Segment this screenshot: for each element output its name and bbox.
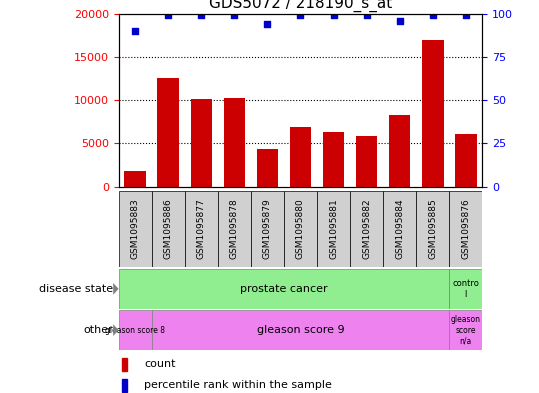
Text: gleason score 9: gleason score 9 xyxy=(257,325,344,335)
Bar xyxy=(119,310,151,350)
Text: GSM1095881: GSM1095881 xyxy=(329,198,338,259)
Bar xyxy=(224,99,245,187)
Point xyxy=(396,18,404,24)
Bar xyxy=(389,115,411,187)
Text: gleason score 8: gleason score 8 xyxy=(105,326,165,334)
Bar xyxy=(383,191,416,267)
Bar xyxy=(323,132,344,187)
Point xyxy=(131,28,140,34)
Point xyxy=(164,12,172,18)
Bar xyxy=(356,136,377,187)
Bar xyxy=(151,310,450,350)
Point xyxy=(197,12,205,18)
Text: prostate cancer: prostate cancer xyxy=(240,284,328,294)
Text: other: other xyxy=(84,325,113,335)
Text: GSM1095876: GSM1095876 xyxy=(461,198,471,259)
Title: GDS5072 / 218190_s_at: GDS5072 / 218190_s_at xyxy=(209,0,392,13)
Bar xyxy=(450,269,482,309)
Text: count: count xyxy=(144,359,176,369)
Bar xyxy=(119,191,151,267)
Bar xyxy=(122,379,127,391)
Point xyxy=(263,21,272,27)
Bar xyxy=(190,99,212,187)
Text: percentile rank within the sample: percentile rank within the sample xyxy=(144,380,332,390)
Bar xyxy=(450,310,482,350)
Point xyxy=(429,12,437,18)
Bar xyxy=(317,191,350,267)
Point xyxy=(329,12,338,18)
Bar xyxy=(251,191,284,267)
Text: GSM1095878: GSM1095878 xyxy=(230,198,239,259)
Text: GSM1095886: GSM1095886 xyxy=(164,198,172,259)
Bar xyxy=(450,191,482,267)
Bar xyxy=(350,191,383,267)
Text: GSM1095877: GSM1095877 xyxy=(197,198,206,259)
Point xyxy=(296,12,305,18)
Bar xyxy=(218,191,251,267)
Bar xyxy=(416,191,450,267)
Bar xyxy=(185,191,218,267)
Point xyxy=(362,12,371,18)
Text: GSM1095879: GSM1095879 xyxy=(263,198,272,259)
Text: contro
l: contro l xyxy=(452,279,479,299)
Bar xyxy=(290,127,311,187)
Bar xyxy=(157,78,179,187)
Text: gleason
score
n/a: gleason score n/a xyxy=(451,315,481,345)
Text: GSM1095884: GSM1095884 xyxy=(395,198,404,259)
Point xyxy=(461,12,470,18)
Bar xyxy=(151,191,185,267)
Bar xyxy=(455,134,476,187)
Bar xyxy=(284,191,317,267)
Polygon shape xyxy=(113,283,119,295)
Bar xyxy=(122,358,127,371)
Bar xyxy=(257,149,278,187)
Polygon shape xyxy=(113,324,119,336)
Bar xyxy=(125,171,146,187)
Text: GSM1095880: GSM1095880 xyxy=(296,198,305,259)
Text: disease state: disease state xyxy=(39,284,113,294)
Text: GSM1095883: GSM1095883 xyxy=(130,198,140,259)
Text: GSM1095885: GSM1095885 xyxy=(429,198,437,259)
Text: GSM1095882: GSM1095882 xyxy=(362,198,371,259)
Point xyxy=(230,12,239,18)
Bar xyxy=(422,40,444,187)
